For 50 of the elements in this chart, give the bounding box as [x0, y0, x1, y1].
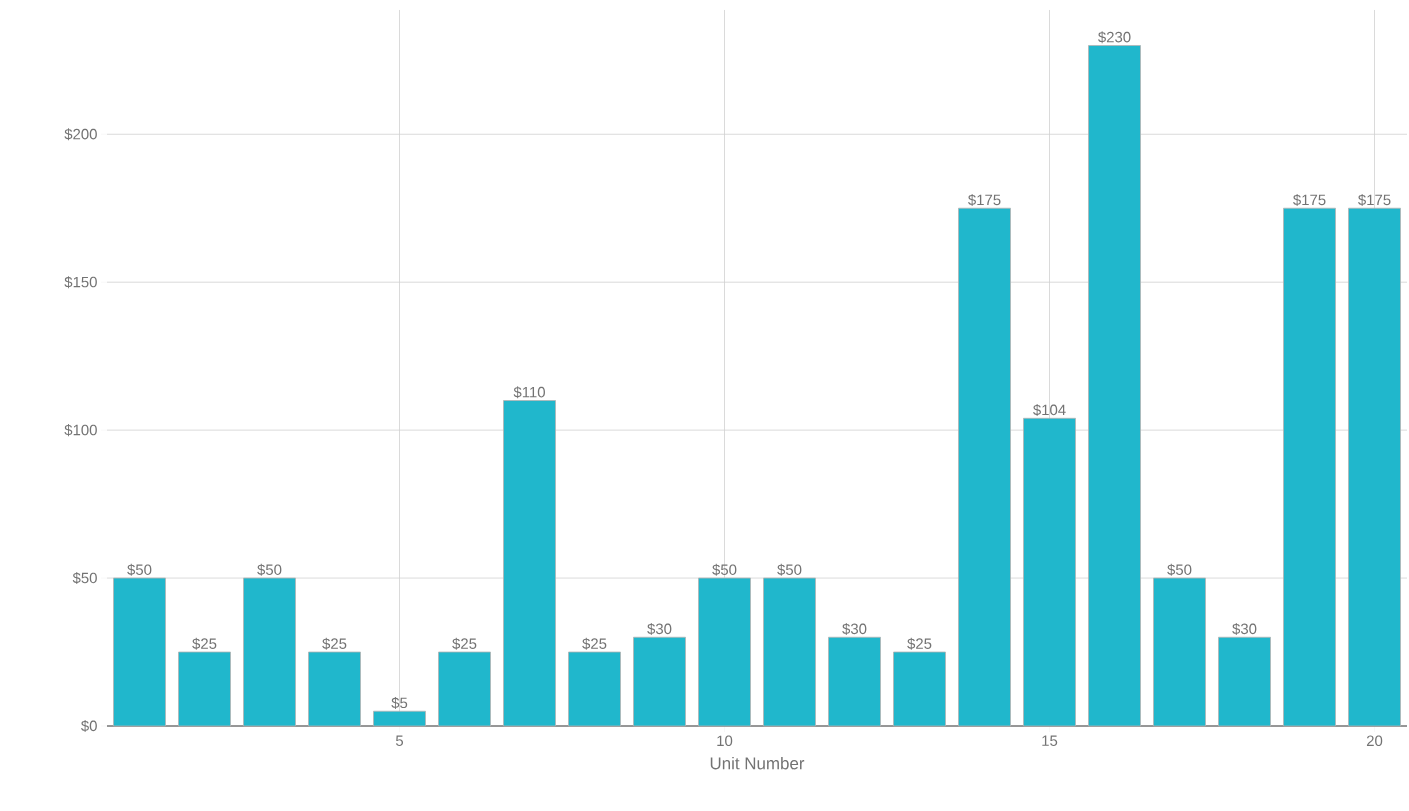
- bar: [828, 636, 881, 727]
- data-label: $25: [907, 637, 932, 650]
- data-label: $110: [513, 386, 545, 399]
- bar: [373, 710, 426, 727]
- data-label: $25: [192, 637, 217, 650]
- y-tick-label: $50: [72, 572, 97, 585]
- bar: [1088, 45, 1141, 727]
- bar: [178, 651, 231, 727]
- bar: [1218, 636, 1271, 727]
- data-label: $30: [647, 622, 672, 636]
- x-axis-title: Unit Number: [710, 756, 805, 770]
- bar: [1153, 577, 1206, 727]
- bar: [243, 577, 296, 727]
- x-tick-label: 10: [717, 735, 733, 747]
- bar: [113, 577, 166, 727]
- data-label: $175: [1293, 193, 1326, 207]
- bar: [633, 636, 686, 727]
- bar: [438, 651, 491, 727]
- bar: [1023, 417, 1076, 727]
- bar: [1283, 207, 1336, 727]
- y-tick-label: $100: [64, 424, 97, 437]
- bar: [763, 577, 816, 727]
- data-label: $104: [1033, 403, 1066, 417]
- data-label: $50: [257, 563, 282, 576]
- bar: [698, 577, 751, 727]
- x-tick-label: 5: [395, 735, 404, 746]
- bar: [503, 400, 556, 727]
- data-label: $175: [1358, 193, 1391, 207]
- data-label: $50: [712, 563, 737, 576]
- y-tick-label: $150: [64, 276, 97, 289]
- bar: [893, 651, 946, 727]
- data-label: $175: [968, 193, 1001, 207]
- data-label: $30: [842, 622, 867, 636]
- data-label: $25: [322, 637, 347, 650]
- y-tick-label: $0: [81, 719, 97, 733]
- x-tick-label: 20: [1366, 735, 1383, 747]
- data-label: $230: [1098, 31, 1131, 44]
- data-label: $25: [582, 637, 607, 650]
- data-label: $30: [1232, 622, 1257, 636]
- y-tick-label: $200: [64, 128, 97, 141]
- data-label: $5: [391, 696, 408, 709]
- bar: [958, 207, 1011, 727]
- bar: [568, 651, 621, 727]
- data-label: $25: [452, 637, 477, 650]
- bar: [1348, 207, 1401, 727]
- data-label: $50: [127, 563, 152, 576]
- data-label: $50: [1167, 563, 1192, 576]
- data-label: $50: [777, 563, 802, 576]
- x-tick-label: 15: [1042, 735, 1058, 746]
- bar: [308, 651, 361, 727]
